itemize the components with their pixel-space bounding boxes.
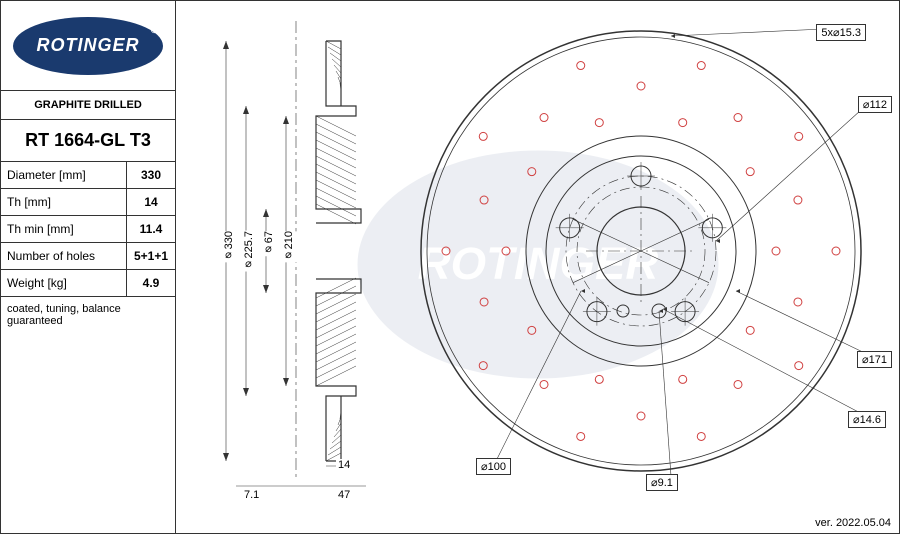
drawing-container: ROTINGER GRAPHITE DRILLED RT 1664-GL T3 … [0, 0, 900, 534]
front-view: 5x⌀15.3 ⌀112 ⌀171 ⌀14.6 ⌀9.1 ⌀100 [416, 6, 886, 506]
dim-d9-1: ⌀9.1 [646, 474, 678, 491]
product-subtitle: GRAPHITE DRILLED [1, 91, 175, 120]
part-number: RT 1664-GL T3 [1, 120, 175, 162]
spec-panel: ROTINGER GRAPHITE DRILLED RT 1664-GL T3 … [1, 1, 176, 533]
dim-d112: ⌀112 [858, 96, 892, 113]
spec-label: Weight [kg] [1, 270, 127, 296]
spec-note: coated, tuning, balance guaranteed [1, 297, 175, 533]
spec-row: Th min [mm]11.4 [1, 216, 175, 243]
spec-label: Th min [mm] [1, 216, 127, 242]
drawing-area: ROTINGER ⌀330 ⌀225.7 ⌀67 ⌀210 14 7.1 47 … [176, 1, 899, 533]
spec-value: 330 [127, 162, 175, 188]
dim-d67: ⌀67 [260, 231, 277, 256]
dim-d225-7: ⌀225.7 [240, 231, 257, 272]
dim-w14: 14 [336, 459, 352, 471]
dim-d14-6: ⌀14.6 [848, 411, 886, 428]
spec-row: Diameter [mm]330 [1, 162, 175, 189]
spec-value: 11.4 [127, 216, 175, 242]
spec-row: Th [mm]14 [1, 189, 175, 216]
spec-row: Number of holes5+1+1 [1, 243, 175, 270]
brand-logo: ROTINGER [13, 17, 163, 75]
dim-d330: ⌀330 [220, 231, 237, 262]
spec-value: 14 [127, 189, 175, 215]
spec-label: Number of holes [1, 243, 127, 269]
dim-w47: 47 [336, 489, 352, 501]
spec-value: 4.9 [127, 270, 175, 296]
dim-d100: ⌀100 [476, 458, 511, 475]
version-label: ver. 2022.05.04 [815, 517, 891, 529]
dim-holes-callout: 5x⌀15.3 [816, 24, 866, 41]
section-view: ⌀330 ⌀225.7 ⌀67 ⌀210 14 7.1 47 [196, 11, 396, 501]
spec-label: Th [mm] [1, 189, 127, 215]
spec-label: Diameter [mm] [1, 162, 127, 188]
logo-box: ROTINGER [1, 1, 175, 91]
dim-d210: ⌀210 [280, 231, 297, 262]
spec-row: Weight [kg]4.9 [1, 270, 175, 297]
dim-w7-1: 7.1 [242, 489, 261, 501]
dim-d171: ⌀171 [857, 351, 892, 368]
spec-value: 5+1+1 [127, 243, 175, 269]
